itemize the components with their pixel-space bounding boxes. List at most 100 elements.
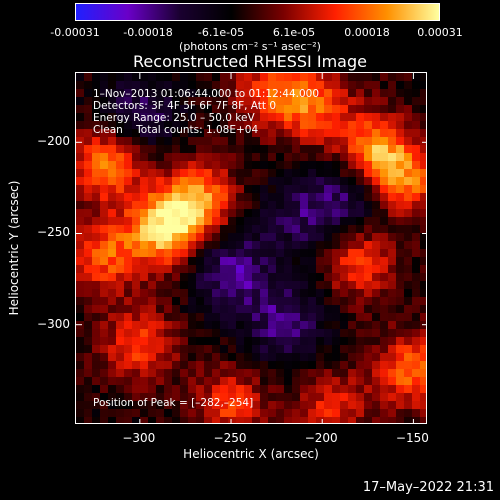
heatmap-cell [92, 273, 101, 282]
heatmap-cell [148, 393, 157, 402]
heatmap-cell [220, 169, 229, 178]
heatmap-cell [244, 313, 253, 322]
heatmap-cell [164, 209, 173, 218]
heatmap-cell [324, 337, 333, 346]
heatmap-cell [116, 361, 125, 370]
heatmap-cell [268, 313, 277, 322]
heatmap-cell [116, 385, 125, 394]
heatmap-cell [316, 265, 325, 274]
heatmap-cell [228, 369, 237, 378]
heatmap-cell [196, 209, 205, 218]
heatmap-cell [236, 137, 245, 146]
heatmap-cell [92, 297, 101, 306]
heatmap-cell [412, 289, 421, 298]
heatmap-cell [404, 153, 413, 162]
heatmap-cell [284, 321, 293, 330]
heatmap-cell [132, 289, 141, 298]
heatmap-cell [364, 201, 373, 210]
heatmap-cell [116, 377, 125, 386]
heatmap-cell [196, 297, 205, 306]
heatmap-cell [412, 337, 421, 346]
heatmap-cell [156, 193, 165, 202]
heatmap-cell [404, 145, 413, 154]
heatmap-cell [228, 345, 237, 354]
heatmap-cell [372, 377, 381, 386]
heatmap-cell [356, 289, 365, 298]
peak-position-text: Position of Peak = [–282,–254] [93, 397, 254, 409]
heatmap-cell [420, 377, 426, 386]
heatmap-cell [148, 257, 157, 266]
heatmap-cell [356, 409, 365, 418]
heatmap-cell [92, 81, 101, 90]
heatmap-cell [284, 145, 293, 154]
heatmap-cell [372, 145, 381, 154]
heatmap-cell [172, 129, 181, 138]
colorbar-tick: -0.00018 [123, 26, 173, 39]
heatmap-cell [180, 369, 189, 378]
heatmap-cell [300, 73, 309, 82]
heatmap-cell [268, 273, 277, 282]
heatmap-cell [380, 153, 389, 162]
heatmap-cell [372, 385, 381, 394]
heatmap-cell [268, 417, 277, 423]
heatmap-cell [364, 249, 373, 258]
heatmap-cell [276, 121, 285, 130]
heatmap-cell [284, 337, 293, 346]
heatmap-cell [372, 193, 381, 202]
heatmap-cell [236, 129, 245, 138]
heatmap-cell [348, 161, 357, 170]
heatmap-cell [92, 121, 101, 130]
heatmap-cell [140, 297, 149, 306]
heatmap-cell [108, 241, 117, 250]
heatmap-cell [388, 417, 397, 423]
heatmap-cell [316, 121, 325, 130]
heatmap-cell [156, 81, 165, 90]
heatmap-cell [244, 153, 253, 162]
heatmap-cell [172, 281, 181, 290]
heatmap-cell [380, 201, 389, 210]
heatmap-cell [260, 241, 269, 250]
heatmap-cell [268, 113, 277, 122]
heatmap-cell [324, 297, 333, 306]
heatmap-cell [244, 225, 253, 234]
heatmap-cell [148, 169, 157, 178]
heatmap-cell [404, 417, 413, 423]
heatmap-cell [356, 161, 365, 170]
heatmap-cell [236, 273, 245, 282]
heatmap-cell [100, 145, 109, 154]
heatmap-cell [356, 129, 365, 138]
heatmap-cell [252, 113, 261, 122]
heatmap-cell [148, 281, 157, 290]
heatmap-cell [380, 313, 389, 322]
heatmap-cell [300, 329, 309, 338]
heatmap-cell [140, 113, 149, 122]
heatmap-cell [300, 169, 309, 178]
heatmap-cell [140, 145, 149, 154]
heatmap-cell [164, 169, 173, 178]
heatmap-cell [84, 161, 93, 170]
heatmap-cell [348, 209, 357, 218]
heatmap-cell [348, 377, 357, 386]
heatmap-cell [316, 97, 325, 106]
heatmap-cell [212, 161, 221, 170]
heatmap-cell [340, 417, 349, 423]
heatmap-cell [180, 401, 189, 410]
heatmap-cell [100, 177, 109, 186]
heatmap-cell [132, 177, 141, 186]
heatmap-cell [188, 257, 197, 266]
heatmap-cell [244, 401, 253, 410]
heatmap-cell [364, 137, 373, 146]
heatmap-cell [236, 417, 245, 423]
heatmap-cell [124, 249, 133, 258]
heatmap-cell [132, 385, 141, 394]
heatmap-cell [84, 177, 93, 186]
heatmap-cell [204, 89, 213, 98]
heatmap-cell [180, 185, 189, 194]
heatmap-cell [172, 401, 181, 410]
heatmap-cell [236, 169, 245, 178]
heatmap-cell [172, 145, 181, 154]
heatmap-cell [196, 177, 205, 186]
heatmap-cell [308, 209, 317, 218]
heatmap-cell [196, 97, 205, 106]
heatmap-cell [364, 105, 373, 114]
